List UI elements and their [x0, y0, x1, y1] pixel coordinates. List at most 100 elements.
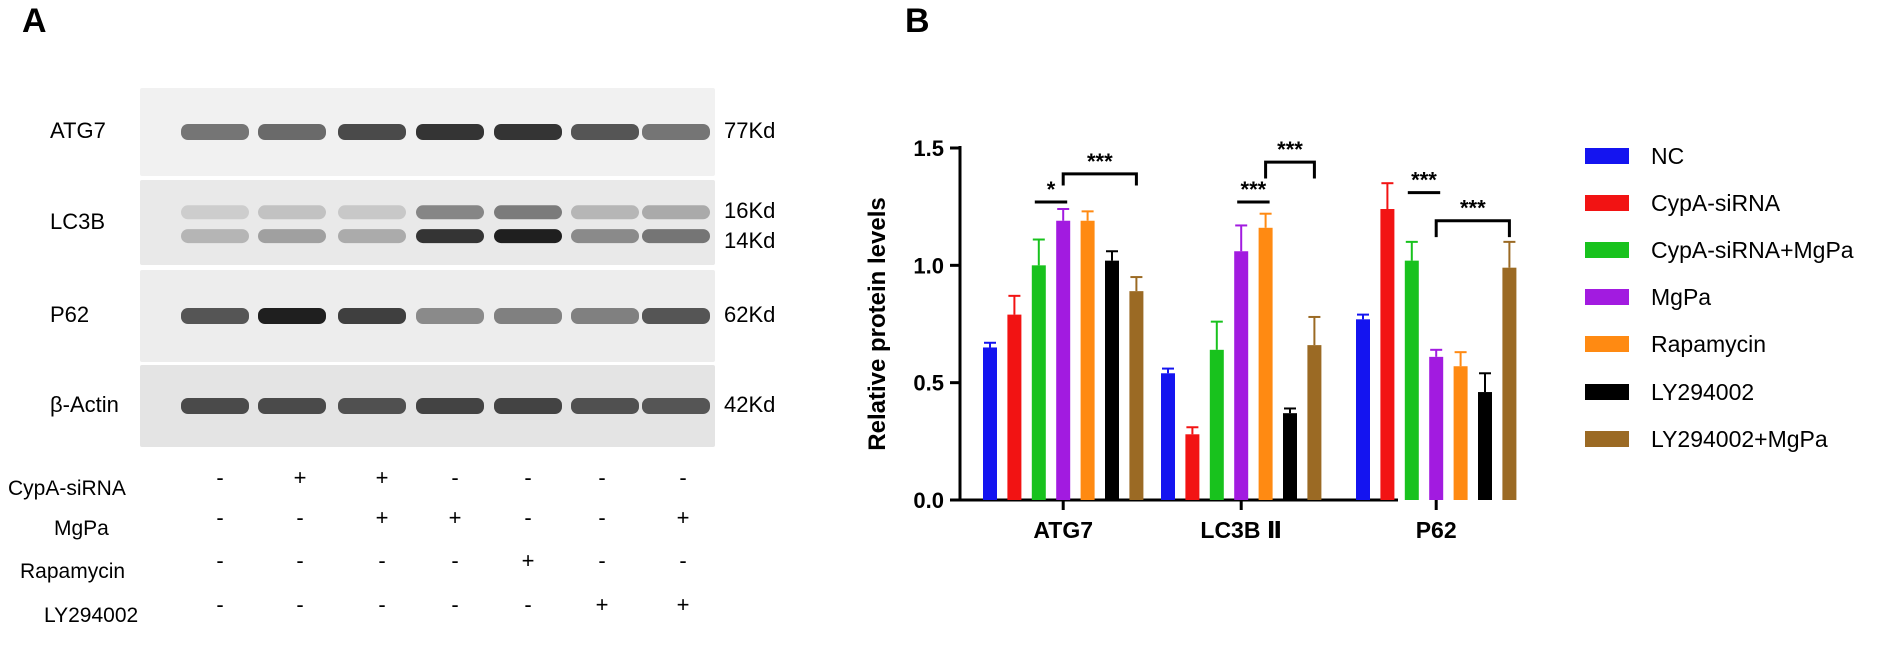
significance-bracket: [1061, 172, 1138, 186]
condition-mark-rapamycin-lane-7: -: [679, 548, 687, 573]
bar-atg7-mgpa: [1056, 220, 1071, 500]
legend-item: LY294002: [1585, 377, 1754, 407]
significance-label: ***: [1277, 137, 1303, 162]
legend-item: CypA-siRNA+MgPa: [1585, 235, 1854, 265]
condition-mark-rapamycin-lane-6: -: [598, 548, 606, 573]
kd-label-actin-1: 42Kd: [724, 392, 776, 417]
condition-mark-cypa-sirna-lane-1: -: [216, 465, 224, 490]
band-atg7-lane-3: [338, 124, 406, 140]
condition-mark-mgpa-lane-2: -: [296, 505, 304, 530]
condition-mark-mgpa-lane-7: +: [676, 505, 690, 530]
blot-p62: [140, 270, 715, 362]
blot-svg-lc3b: [181, 205, 710, 244]
band-lc3b-lane-5: [494, 205, 562, 220]
band-p62-lane-5: [494, 308, 562, 324]
band-p62-lane-1: [181, 308, 249, 324]
bar-atg7-nc: [983, 347, 997, 500]
condition-mark-mgpa-lane-4: +: [448, 505, 462, 530]
band-p62-lane-2: [258, 308, 326, 324]
significance-bracket: [1264, 160, 1316, 179]
significance-label: ***: [1460, 196, 1486, 221]
legend-swatch: [1585, 431, 1629, 447]
bar-lc3b--cypa-sirna: [1185, 434, 1200, 500]
band-lc3b-lane-3: [338, 205, 406, 220]
condition-mark-ly294002-lane-2: -: [296, 592, 304, 617]
bar-lc3b--nc: [1161, 373, 1175, 500]
x-tick-label: P62: [1416, 517, 1457, 543]
condition-mark-mgpa-lane-3: +: [375, 505, 389, 530]
legend-label: NC: [1651, 142, 1685, 169]
condition-mark-mgpa-lane-1: -: [216, 505, 224, 530]
condition-mark-ly294002-lane-6: +: [595, 592, 609, 617]
condition-mark-ly294002-lane-7: +: [676, 592, 690, 617]
condition-mark-cypa-sirna-lane-6: -: [598, 465, 606, 490]
condition-mark-rapamycin-lane-1: -: [216, 548, 224, 573]
bar-lc3b--ly294002: [1283, 413, 1297, 500]
bar-atg7-ly294002-mgpa: [1129, 291, 1144, 500]
band-atg7-lane-4: [416, 124, 484, 140]
legend-item: NC: [1585, 141, 1684, 171]
y-tick-label: 0.5: [913, 371, 944, 396]
bar-atg7-cypa-sirna-mgpa: [1031, 265, 1046, 500]
band-actin-lane-7: [642, 398, 710, 414]
y-tick-label: 1.0: [913, 253, 944, 278]
band-lc3b-lane-2: [258, 205, 326, 220]
band-lc3b-lane-1: [181, 205, 249, 220]
significance-label: ***: [1087, 149, 1113, 174]
band-actin-lane-3: [338, 398, 406, 414]
band-label-lc3b: LC3B: [50, 208, 106, 234]
bar-atg7-cypa-sirna: [1007, 314, 1022, 500]
band-atg7-lane-5: [494, 124, 562, 140]
legend-item: MgPa: [1585, 282, 1711, 312]
condition-mark-cypa-sirna-lane-7: -: [679, 465, 687, 490]
band-p62-lane-7: [642, 308, 710, 324]
band-lc3b-lane-2: [258, 229, 326, 244]
legend-swatch: [1585, 289, 1629, 305]
legend-label: CypA-siRNA+MgPa: [1651, 236, 1854, 263]
legend-swatch: [1585, 384, 1629, 400]
bar-p62-ly294002-mgpa: [1502, 267, 1517, 500]
condition-mark-cypa-sirna-lane-5: -: [524, 465, 532, 490]
legend-item: CypA-siRNA: [1585, 188, 1780, 218]
bar-lc3b--mgpa: [1234, 251, 1249, 500]
significance-label: ***: [1411, 168, 1437, 193]
band-label-p62: P62: [50, 302, 90, 327]
band-p62-lane-6: [571, 308, 639, 324]
x-tick-label: LC3B Ⅱ: [1200, 517, 1282, 543]
condition-mark-cypa-sirna-lane-2: +: [293, 465, 307, 490]
band-lc3b-lane-6: [571, 229, 639, 244]
blot-svg-atg7: [181, 124, 710, 140]
condition-mark-mgpa-lane-5: -: [524, 505, 532, 530]
condition-mark-ly294002-lane-4: -: [451, 592, 459, 617]
blot-lc3b: [140, 180, 715, 265]
bar-p62-cypa-sirna-mgpa: [1404, 260, 1419, 500]
band-p62-lane-4: [416, 308, 484, 324]
band-atg7-lane-7: [642, 124, 710, 140]
panel-b-letter: B: [905, 2, 930, 40]
legend-swatch: [1585, 195, 1629, 211]
band-label-atg7: ATG7: [50, 118, 106, 143]
bar-lc3b--rapamycin: [1258, 227, 1273, 500]
band-actin-lane-4: [416, 398, 484, 414]
significance-bracket: [1434, 219, 1511, 238]
condition-mark-mgpa-lane-6: -: [598, 505, 606, 530]
kd-label-lc3b-2: 14Kd: [724, 228, 776, 253]
bar-p62-rapamycin: [1453, 366, 1468, 500]
legend-swatch: [1585, 336, 1629, 352]
bar-p62-cypa-sirna: [1380, 209, 1395, 500]
condition-mark-cypa-sirna-lane-4: -: [451, 465, 459, 490]
band-atg7-lane-1: [181, 124, 249, 140]
bar-atg7-rapamycin: [1080, 220, 1095, 500]
blot-actin: [140, 365, 715, 447]
y-tick-label: 1.5: [913, 136, 944, 161]
band-p62-lane-3: [338, 308, 406, 324]
bar-chart: 0.0 0.5 1.0 1.5 Relative protein levels ATG7 L…: [864, 136, 1517, 543]
bar-p62-nc: [1356, 319, 1370, 500]
legend-item: LY294002+MgPa: [1585, 424, 1828, 454]
band-atg7-lane-6: [571, 124, 639, 140]
blot-svg-actin: [181, 398, 710, 414]
legend-label: MgPa: [1651, 283, 1712, 310]
condition-mark-ly294002-lane-3: -: [378, 592, 386, 617]
significance-label: ***: [1241, 177, 1267, 202]
band-lc3b-lane-7: [642, 205, 710, 220]
